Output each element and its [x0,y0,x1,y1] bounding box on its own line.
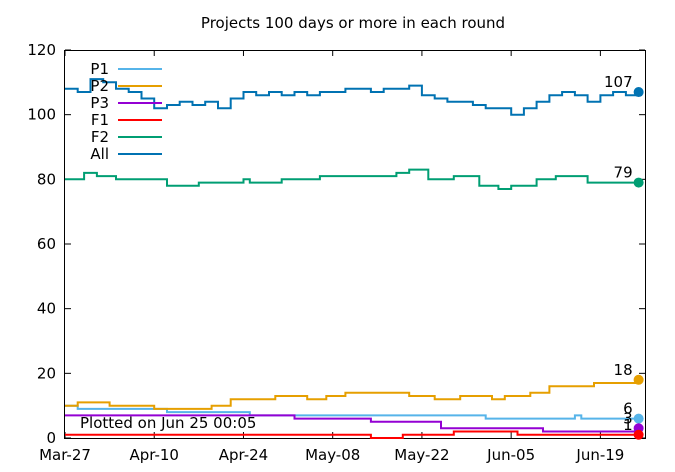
x-tick-label: Mar-27 [39,446,91,464]
y-tick-label: 100 [27,106,56,124]
legend-label-f1: F1 [91,111,109,129]
legend-label-p2: P2 [90,77,109,95]
plot-frame [64,50,646,439]
end-markers: 6 18 31 79 107 [604,73,644,440]
y-tick-label: 80 [37,170,56,188]
legend-label-all: All [90,145,109,163]
y-tick-label: 120 [27,41,56,59]
y-tick-label: 0 [46,429,56,447]
end-label-p3: 3 [623,409,633,427]
series-lines [65,78,640,439]
end-label-p2: 18 [614,361,633,379]
end-point-all [633,87,644,98]
series-line-p2 [65,379,640,410]
end-label-f2: 79 [614,164,633,182]
legend-label-f2: F2 [91,128,109,146]
x-tick-label: Jun-19 [575,446,624,464]
x-tick-label: May-22 [394,446,449,464]
x-axis: Mar-27 Apr-10 Apr-24 May-08 May-22 Jun-05 Jun-… [39,50,624,464]
x-tick-label: Apr-24 [219,446,269,464]
series-line-p3 [65,414,640,433]
x-tick-label: Jun-05 [486,446,535,464]
end-point-p1 [633,413,644,424]
y-tick-label: 20 [37,364,56,382]
end-point-p2 [633,374,644,385]
end-label-p1: 6 [623,400,633,418]
x-tick-label: Apr-10 [129,446,179,464]
x-tick-label: May-08 [305,446,360,464]
end-point-f1 [633,429,644,440]
y-tick-label: 60 [37,235,56,253]
y-axis: 0 20 40 60 80 100 120 [27,41,645,447]
end-point-f2 [633,177,644,188]
y-tick-label: 40 [37,300,56,318]
legend-label-p1: P1 [90,60,109,78]
end-label-all: 107 [604,73,633,91]
series-line-p1 [65,404,639,420]
chart-title: Projects 100 days or more in each round [201,14,505,32]
end-label-f1: 1 [623,416,633,434]
series-line-all [65,78,640,116]
legend-label-p3: P3 [90,94,109,112]
plot-timestamp-note: Plotted on Jun 25 00:05 [80,414,256,432]
series-line-f2 [65,168,639,190]
series-line-f1 [65,430,639,439]
